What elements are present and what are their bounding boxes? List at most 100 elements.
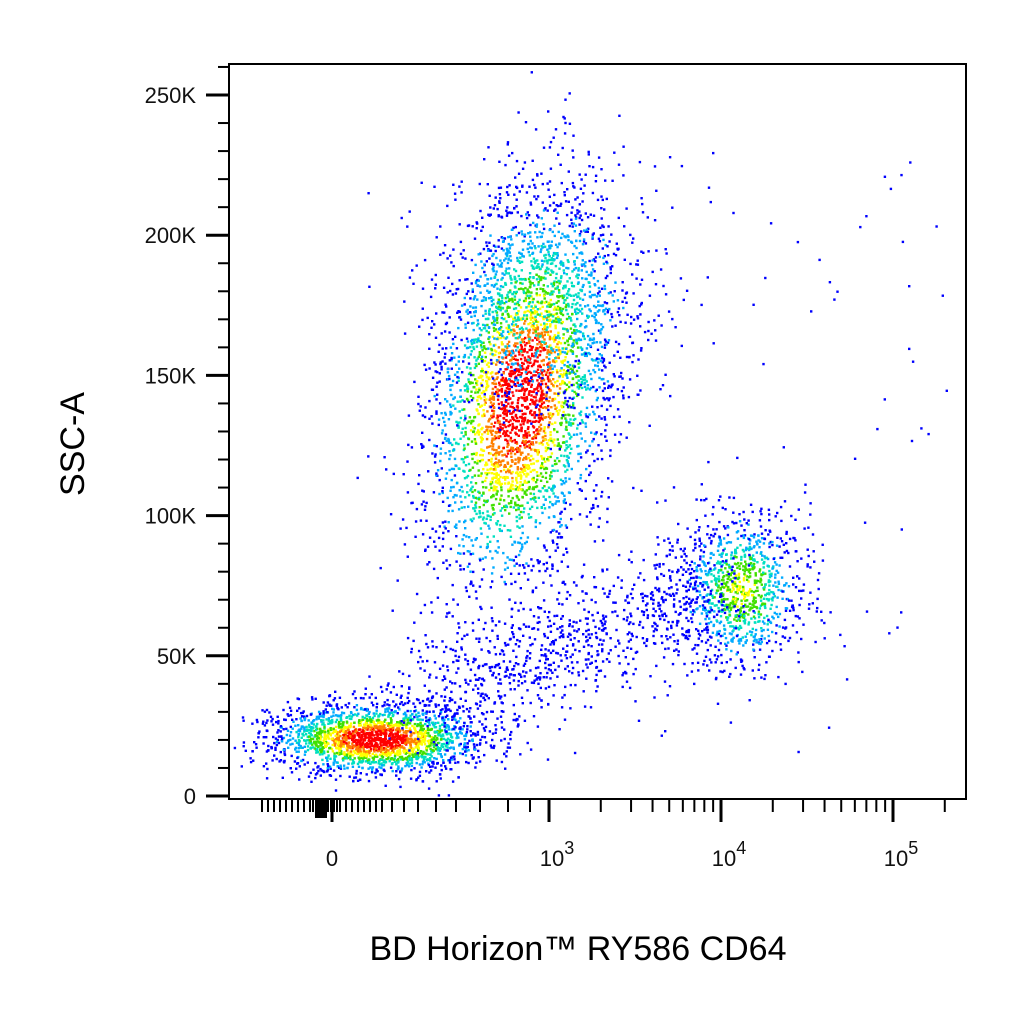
event-dot <box>583 382 586 385</box>
event-dot <box>544 449 548 453</box>
event-dot <box>569 423 572 427</box>
event-dot <box>542 495 545 498</box>
event-dot <box>511 415 514 419</box>
event-dot <box>507 235 510 239</box>
event-dot <box>588 259 591 263</box>
event-dot <box>549 365 552 369</box>
event-dot <box>469 489 472 492</box>
event-dot <box>292 720 295 723</box>
event-dot <box>438 402 442 405</box>
event-dot <box>306 748 310 752</box>
event-dot <box>338 753 341 756</box>
event-dot <box>469 570 472 573</box>
event-dot <box>469 371 472 375</box>
event-dot <box>538 373 541 376</box>
event-dot <box>591 191 595 195</box>
event-dot <box>488 377 491 380</box>
event-dot <box>494 624 498 627</box>
event-dot <box>441 486 444 489</box>
event-dot <box>516 466 519 469</box>
event-dot <box>507 154 511 157</box>
event-dot <box>595 341 599 344</box>
event-dot <box>549 455 552 459</box>
event-dot <box>302 715 306 718</box>
event-dot <box>503 568 507 571</box>
event-dot <box>479 291 482 294</box>
event-dot <box>567 170 570 173</box>
event-dot <box>471 552 475 555</box>
event-dot <box>530 441 534 444</box>
event-dot <box>457 379 460 382</box>
event-dot <box>436 745 439 749</box>
event-dot <box>398 722 401 725</box>
event-dot <box>540 455 543 458</box>
event-dot <box>536 430 540 433</box>
event-dot <box>455 482 459 485</box>
event-dot <box>549 313 553 316</box>
event-dot <box>476 319 479 322</box>
event-dot <box>525 475 528 478</box>
event-dot <box>506 293 509 297</box>
event-dot <box>605 343 608 346</box>
event-dot <box>568 293 571 297</box>
event-dot <box>597 304 600 307</box>
event-dot <box>576 276 580 280</box>
event-dot <box>580 437 583 440</box>
event-dot <box>506 449 509 453</box>
event-dot <box>480 360 484 363</box>
event-dot <box>508 512 511 515</box>
event-dot <box>430 388 434 391</box>
event-dot <box>549 262 553 265</box>
event-dot <box>505 434 508 437</box>
event-dot <box>605 302 609 305</box>
event-dot <box>541 290 545 293</box>
event-dot <box>549 330 552 333</box>
event-dot <box>570 447 573 450</box>
event-dot <box>504 356 508 359</box>
event-dot <box>461 256 464 259</box>
event-dot <box>509 370 512 373</box>
event-dot <box>506 442 510 445</box>
event-dot <box>525 396 529 399</box>
event-dot <box>477 412 480 415</box>
event-dot <box>441 311 444 314</box>
event-dot <box>624 321 627 324</box>
event-dot <box>576 301 579 305</box>
event-dot <box>531 425 535 428</box>
event-dot <box>525 540 528 544</box>
event-dot <box>549 389 552 392</box>
event-dot <box>639 313 642 316</box>
event-dot <box>450 393 453 397</box>
event-dot <box>424 755 427 759</box>
event-dot <box>542 227 546 231</box>
event-dot <box>453 474 457 477</box>
event-dot <box>547 408 550 412</box>
event-dot <box>585 451 588 454</box>
event-dot <box>525 306 528 309</box>
event-dot <box>462 249 465 252</box>
event-dot <box>460 506 463 509</box>
event-dot <box>498 480 501 484</box>
event-dot <box>561 382 565 385</box>
event-dot <box>441 347 444 350</box>
event-dot <box>596 406 599 409</box>
event-dot <box>552 259 555 262</box>
event-dot <box>497 307 500 311</box>
event-dot <box>553 444 556 447</box>
event-dot <box>360 730 363 734</box>
event-dot <box>492 398 496 401</box>
event-dot <box>407 443 410 447</box>
event-dot <box>430 736 433 739</box>
event-dot <box>565 383 569 386</box>
event-dot <box>556 413 560 416</box>
event-dot <box>527 336 530 339</box>
event-dot <box>618 375 621 378</box>
event-dot <box>480 578 484 581</box>
event-dot <box>532 362 536 365</box>
event-dot <box>558 352 561 356</box>
event-dot <box>549 417 552 420</box>
event-dot <box>302 710 305 713</box>
event-dot <box>618 114 621 117</box>
event-dot <box>484 298 487 302</box>
event-dot <box>706 276 709 279</box>
